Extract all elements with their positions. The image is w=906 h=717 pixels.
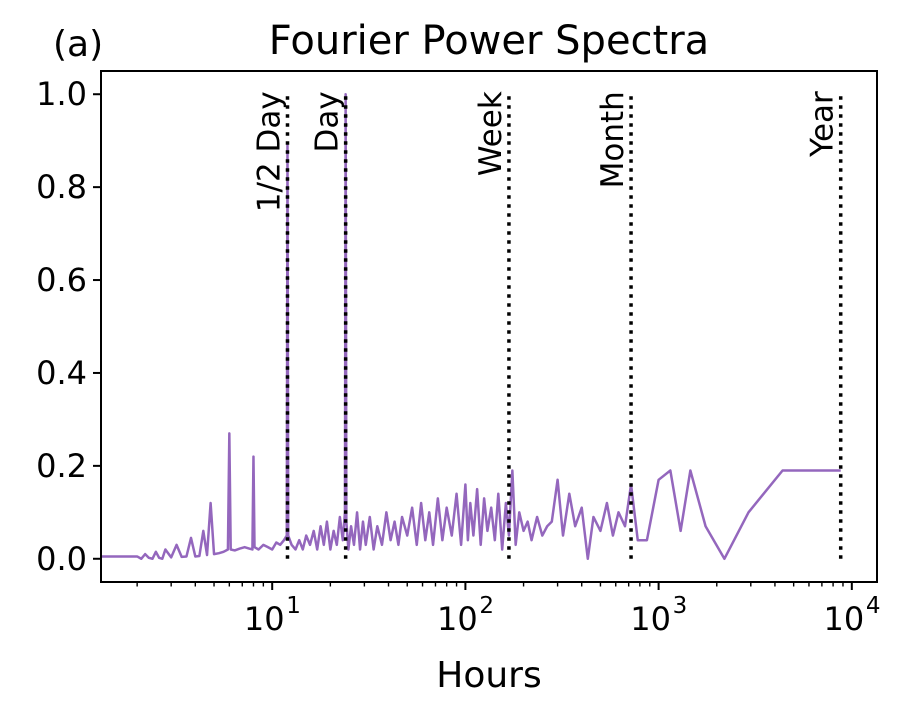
y-tick-label: 1.0	[36, 75, 87, 113]
y-axis-ticks: 0.0 0.2 0.4 0.6 0.8 1.0	[36, 75, 101, 578]
series-layer: 1/2 Day Day Week Month Year	[101, 91, 843, 561]
reference-line-label: Day	[310, 91, 346, 152]
x-axis-ticks: 10 1 10 2 10 3 10 4	[136, 582, 881, 638]
x-tick-exponent: 2	[479, 593, 494, 619]
x-tick-exponent: 3	[673, 593, 688, 619]
x-tick-label: 10	[823, 600, 864, 638]
power-spectrum-line	[101, 92, 841, 561]
y-tick-label: 0.6	[36, 261, 87, 299]
x-tick-label: 10	[630, 600, 671, 638]
y-tick-label: 0.8	[36, 168, 87, 206]
reference-line-label: 1/2 Day	[252, 91, 288, 212]
reference-line-label: Year	[805, 91, 841, 158]
x-tick-exponent: 1	[286, 593, 301, 619]
reference-line-label: Month	[595, 91, 631, 188]
y-tick-label: 0.4	[36, 354, 87, 392]
y-tick-label: 0.0	[36, 540, 87, 578]
y-tick-label: 0.2	[36, 447, 87, 485]
x-tick-label: 10	[244, 600, 285, 638]
x-tick-label: 10	[437, 600, 478, 638]
x-tick-exponent: 4	[866, 593, 881, 619]
chart-title: Fourier Power Spectra	[269, 18, 709, 64]
reference-line-label: Week	[473, 91, 509, 176]
x-axis-label: Hours	[436, 655, 541, 696]
panel-label: (a)	[53, 24, 103, 65]
plot-area-frame	[100, 70, 878, 583]
